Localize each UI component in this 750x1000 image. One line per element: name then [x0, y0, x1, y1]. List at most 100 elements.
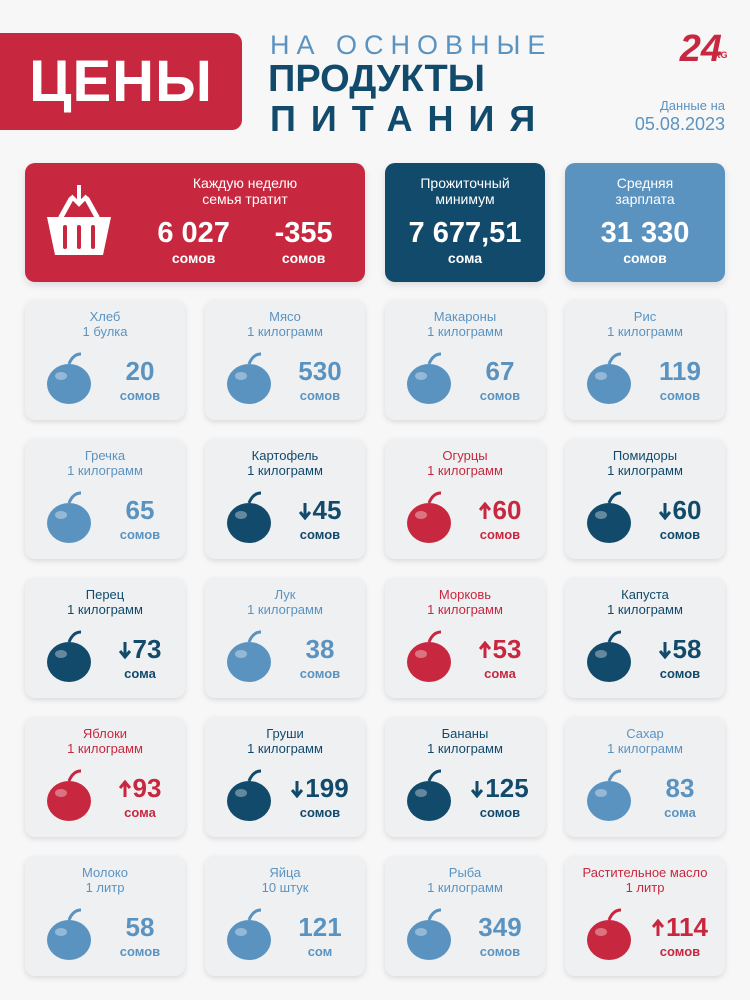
- summary-currency: сомов: [281, 250, 326, 266]
- icon-part: [587, 781, 631, 821]
- icon-part: [235, 511, 247, 519]
- product-currency: сомов: [299, 666, 341, 681]
- product-currency: сома: [484, 666, 516, 681]
- product-icon: [227, 769, 271, 821]
- icon-part: [427, 630, 442, 643]
- basket-icon: [47, 185, 111, 255]
- product-card: Огурцы 1 килограмм 60 сомов: [385, 439, 545, 559]
- summary-values: 7 677,51 сома: [385, 217, 545, 266]
- product-value-row: 73: [97, 634, 183, 665]
- product-name: Молоко: [82, 865, 128, 880]
- product-value-row: 53: [457, 634, 543, 665]
- product-card: Рис 1 килограмм 119 сомов: [565, 300, 725, 420]
- icon-part: [227, 642, 271, 682]
- icon-part: [407, 920, 451, 960]
- product-value-row: 65: [97, 495, 183, 526]
- product-value: 119: [659, 356, 701, 386]
- icon-part: [55, 789, 67, 797]
- product-unit: 1 килограмм: [247, 741, 323, 756]
- summary-card: Средняя зарплата 31 330 сомов: [565, 163, 725, 282]
- trend-arrow: [118, 641, 131, 659]
- product-card: Рыба 1 килограмм 349 сомов: [385, 856, 545, 976]
- icon-part: [658, 641, 671, 659]
- icon-part: [415, 372, 427, 380]
- icon-part: [298, 502, 311, 520]
- product-currency: сома: [664, 805, 696, 820]
- icon-part: [227, 364, 271, 404]
- product-currency: сомов: [659, 944, 701, 959]
- product-icon: [227, 491, 271, 543]
- summary-content: Прожиточный минимум 7 677,51 сома: [385, 175, 545, 266]
- product-icon: [227, 630, 271, 682]
- product-card: Хлеб 1 булка 20 сомов: [25, 300, 185, 420]
- product-icon: [407, 491, 451, 543]
- product-value: 349: [478, 912, 522, 942]
- product-unit: 10 штук: [261, 880, 309, 895]
- product-value: 45: [312, 495, 342, 525]
- summary-item: -355 сомов: [275, 217, 333, 266]
- icon-part: [67, 630, 82, 643]
- product-icon: [47, 491, 91, 543]
- product-value-row: 60: [637, 495, 723, 526]
- product-name: Гречка: [84, 448, 126, 463]
- product-currency: сомов: [479, 944, 521, 959]
- product-card: Бананы 1 килограмм 125 сомов: [385, 717, 545, 837]
- summary-value: 6 027: [157, 217, 230, 249]
- icon-part: [67, 769, 82, 782]
- product-value-row: 45: [277, 495, 363, 526]
- product-name: Капуста: [621, 587, 669, 602]
- trend-arrow: [478, 640, 491, 658]
- product-name: Морковь: [438, 587, 492, 602]
- icon-part: [247, 769, 262, 782]
- icon-part: [235, 789, 247, 797]
- product-name: Рыба: [448, 865, 482, 880]
- summary-item: 7 677,51 сома: [409, 217, 522, 266]
- product-icon: [407, 630, 451, 682]
- icon-part: [407, 364, 451, 404]
- product-unit: 1 килограмм: [427, 463, 503, 478]
- product-value: 83: [665, 773, 695, 803]
- product-value: 60: [672, 495, 702, 525]
- icon-part: [227, 920, 271, 960]
- product-value: 65: [125, 495, 155, 525]
- product-value: 60: [492, 495, 522, 525]
- product-card: Морковь 1 килограмм 53 сома: [385, 578, 545, 698]
- product-icon: [47, 908, 91, 960]
- product-unit: 1 килограмм: [427, 880, 503, 895]
- summary-card: Каждую неделю семья тратит 6 027 сомов -355 с…: [25, 163, 365, 282]
- product-unit: 1 килограмм: [427, 741, 503, 756]
- product-unit: 1 килограмм: [247, 324, 323, 339]
- icon-part: [415, 650, 427, 658]
- product-currency: сомов: [479, 388, 521, 403]
- product-value-row: 125: [457, 773, 543, 804]
- icon-part: [587, 503, 631, 543]
- product-value: 53: [492, 634, 522, 664]
- product-value: 93: [132, 773, 162, 803]
- product-name: Бананы: [441, 726, 489, 741]
- product-name: Помидоры: [612, 448, 678, 463]
- product-name: Рис: [633, 309, 657, 324]
- product-value-row: 58: [97, 912, 183, 943]
- badge: ЦЕНЫ: [0, 33, 242, 130]
- icon-part: [118, 779, 131, 797]
- icon-part: [595, 789, 607, 797]
- product-value: 20: [125, 356, 155, 386]
- product-name: Перец: [85, 587, 125, 602]
- product-currency: сомов: [299, 805, 341, 820]
- trend-arrow: [478, 501, 491, 519]
- icon-part: [407, 642, 451, 682]
- icon-part: [415, 789, 427, 797]
- icon-part: [47, 364, 91, 404]
- icon-part: [415, 511, 427, 519]
- product-value-row: 83: [637, 773, 723, 804]
- icon-part: [427, 769, 442, 782]
- product-currency: сома: [124, 666, 156, 681]
- product-unit: 1 килограмм: [67, 741, 143, 756]
- product-value: 67: [485, 356, 515, 386]
- product-currency: сома: [124, 805, 156, 820]
- product-name: Яйца: [269, 865, 301, 880]
- product-card: Молоко 1 литр 58 сомов: [25, 856, 185, 976]
- product-icon: [407, 769, 451, 821]
- product-unit: 1 килограмм: [247, 602, 323, 617]
- trend-arrow: [118, 779, 131, 797]
